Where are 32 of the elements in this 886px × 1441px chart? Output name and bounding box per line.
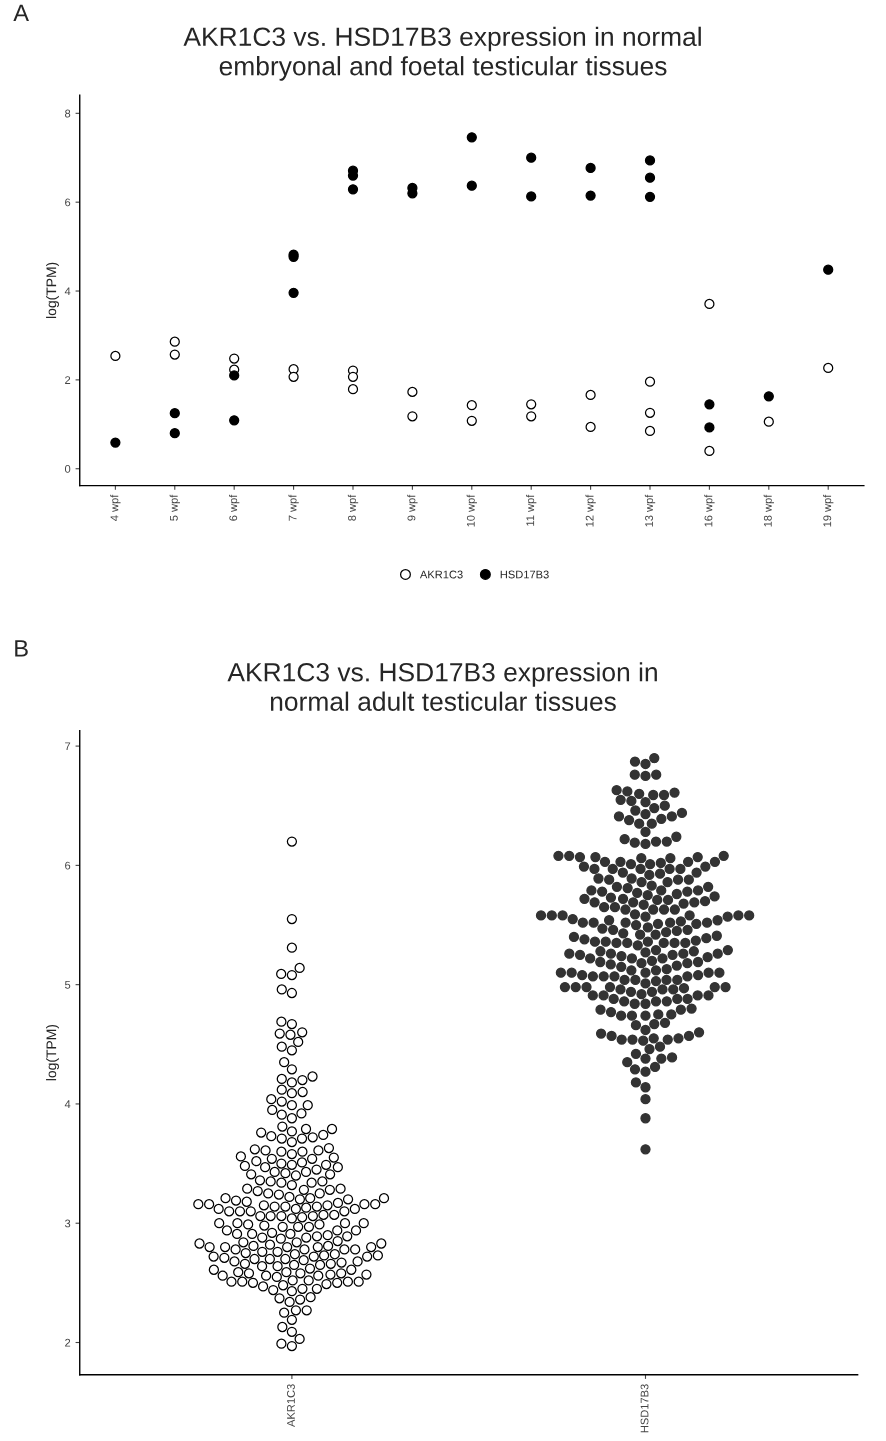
y-tick-label: 6 bbox=[65, 198, 71, 207]
x-tick-label: 11 wpf bbox=[526, 494, 537, 526]
y-tick-label: 8 bbox=[65, 109, 71, 118]
x-tick-label: 18 wpf bbox=[763, 494, 774, 527]
y-tick-label: 4 bbox=[64, 1100, 71, 1108]
x-tick-label: 9 wpf bbox=[407, 494, 418, 521]
text: B bbox=[15, 640, 28, 657]
x-tick-label: 19 wpf bbox=[823, 494, 834, 527]
y-axis-title: log(TPM) bbox=[46, 262, 59, 318]
y-tick-label: 3 bbox=[64, 1219, 71, 1228]
y-tick-label: 2 bbox=[65, 1338, 71, 1347]
y-tick-label: 7 bbox=[65, 742, 71, 751]
x-tick-label: 12 wpf bbox=[585, 494, 596, 527]
y-tick-label: 0 bbox=[64, 465, 71, 473]
y-tick-label: 4 bbox=[64, 287, 71, 296]
y-tick-label: 5 bbox=[64, 981, 71, 989]
x-tick-label: 10 wpf bbox=[466, 494, 477, 527]
legend-label: AKR1C3 bbox=[419, 570, 463, 579]
y-axis-title: log(TPM) bbox=[46, 1024, 59, 1081]
x-tick-label: 5 wpf bbox=[169, 494, 180, 521]
y-tick-label: 2 bbox=[65, 376, 71, 384]
y-tick-label: 6 bbox=[65, 861, 71, 870]
x-tick-label: 8 wpf bbox=[347, 494, 359, 521]
text: A bbox=[13, 4, 29, 22]
legend-label: HSD17B3 bbox=[500, 570, 549, 579]
x-tick-label: 13 wpf bbox=[644, 494, 656, 527]
x-tick-label: 6 wpf bbox=[229, 494, 240, 521]
x-tick-label: 4 wpf bbox=[110, 494, 121, 521]
chart-title: AKR1C3 vs. HSD17B3 expression in normal adult testicular tissues bbox=[227, 662, 657, 711]
x-tick-label: 16 wpf bbox=[704, 494, 715, 527]
x-tick-label: 7 wpf bbox=[288, 494, 299, 521]
chart-title: AKR1C3 vs. HSD17B3 expression in normal embryonal and foetal testicular tissues bbox=[183, 26, 701, 81]
